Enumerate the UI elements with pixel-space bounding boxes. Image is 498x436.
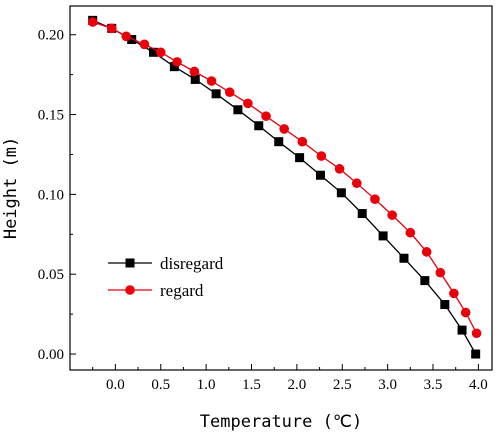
data-point-regard — [243, 98, 253, 109]
x-axis-title: Temperature (℃) — [200, 412, 362, 432]
data-point-disregard — [169, 62, 179, 72]
data-point-regard — [460, 307, 471, 318]
x-tick-label: 3.5 — [424, 377, 443, 393]
x-tick-label: 4.0 — [469, 377, 488, 393]
series-layer — [87, 15, 482, 359]
data-point-disregard — [471, 349, 481, 359]
y-tick-label: 0.15 — [38, 108, 64, 124]
data-point-regard — [370, 194, 380, 204]
data-point-regard — [155, 47, 166, 58]
data-point-disregard — [274, 137, 284, 147]
legend-marker — [125, 285, 135, 295]
x-tick-label: 3.0 — [378, 377, 397, 393]
data-point-regard — [435, 267, 446, 278]
data-point-disregard — [420, 276, 430, 286]
data-point-regard — [387, 210, 397, 220]
x-tick-label: 0.0 — [106, 377, 125, 393]
data-point-regard — [172, 57, 182, 67]
data-point-disregard — [336, 188, 346, 198]
series-line-regard — [92, 21, 478, 334]
data-point-disregard — [378, 231, 388, 241]
data-point-regard — [351, 178, 362, 189]
series-line-disregard — [92, 19, 477, 355]
data-point-regard — [106, 23, 117, 34]
y-tick-label: 0.05 — [38, 267, 64, 283]
series-disregard — [88, 15, 481, 359]
data-point-disregard — [127, 35, 137, 45]
data-point-disregard — [148, 47, 158, 57]
y-axis-title: Height (m) — [1, 137, 21, 239]
x-tick-label: 2.5 — [333, 377, 352, 393]
data-point-regard — [297, 136, 308, 147]
plot-area-frame — [69, 5, 493, 371]
data-point-regard — [471, 328, 482, 339]
y-tick-label: 0.00 — [38, 347, 64, 363]
data-point-disregard — [357, 209, 367, 219]
data-point-disregard — [457, 325, 467, 335]
legend-item-disregard: disregard — [108, 254, 224, 273]
x-tick-label: 1.5 — [242, 377, 261, 393]
y-tick-label: 0.20 — [38, 28, 64, 44]
data-point-regard — [206, 76, 217, 86]
data-point-disregard — [440, 300, 450, 310]
data-point-regard — [224, 87, 235, 98]
data-point-regard — [421, 247, 432, 257]
legend-label: disregard — [160, 254, 224, 273]
data-point-disregard — [211, 89, 221, 99]
legend-label: regard — [160, 281, 204, 300]
data-point-regard — [316, 151, 327, 161]
data-point-regard — [87, 17, 98, 27]
y-axis-ticks: 0.00 0.05 0.10 0.15 0.20 — [38, 28, 76, 363]
data-point-regard — [261, 111, 271, 121]
data-point-regard — [279, 124, 289, 134]
x-axis-ticks: 0.0 0.5 1.0 1.5 2.0 2.5 3.0 3.5 4.0 — [92, 364, 488, 393]
data-point-disregard — [315, 170, 325, 180]
data-point-regard — [334, 164, 345, 174]
legend: disregard regard — [108, 254, 224, 300]
series-regard — [87, 17, 482, 339]
x-tick-label: 2.0 — [288, 377, 307, 393]
data-point-disregard — [233, 105, 243, 115]
data-point-regard — [121, 31, 132, 42]
x-tick-label: 1.0 — [197, 377, 216, 393]
data-point-regard — [449, 288, 459, 299]
data-point-disregard — [295, 153, 305, 163]
x-tick-label: 0.5 — [151, 377, 170, 393]
data-point-regard — [139, 39, 150, 50]
data-point-disregard — [254, 121, 264, 131]
legend-marker — [125, 258, 135, 268]
data-point-disregard — [190, 74, 200, 84]
data-point-disregard — [399, 253, 409, 263]
data-point-regard — [405, 227, 416, 238]
y-tick-label: 0.10 — [38, 187, 64, 203]
data-point-regard — [189, 66, 200, 77]
legend-item-regard: regard — [108, 281, 204, 300]
